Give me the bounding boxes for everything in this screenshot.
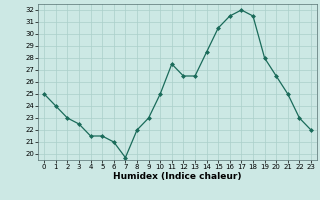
X-axis label: Humidex (Indice chaleur): Humidex (Indice chaleur) xyxy=(113,172,242,181)
